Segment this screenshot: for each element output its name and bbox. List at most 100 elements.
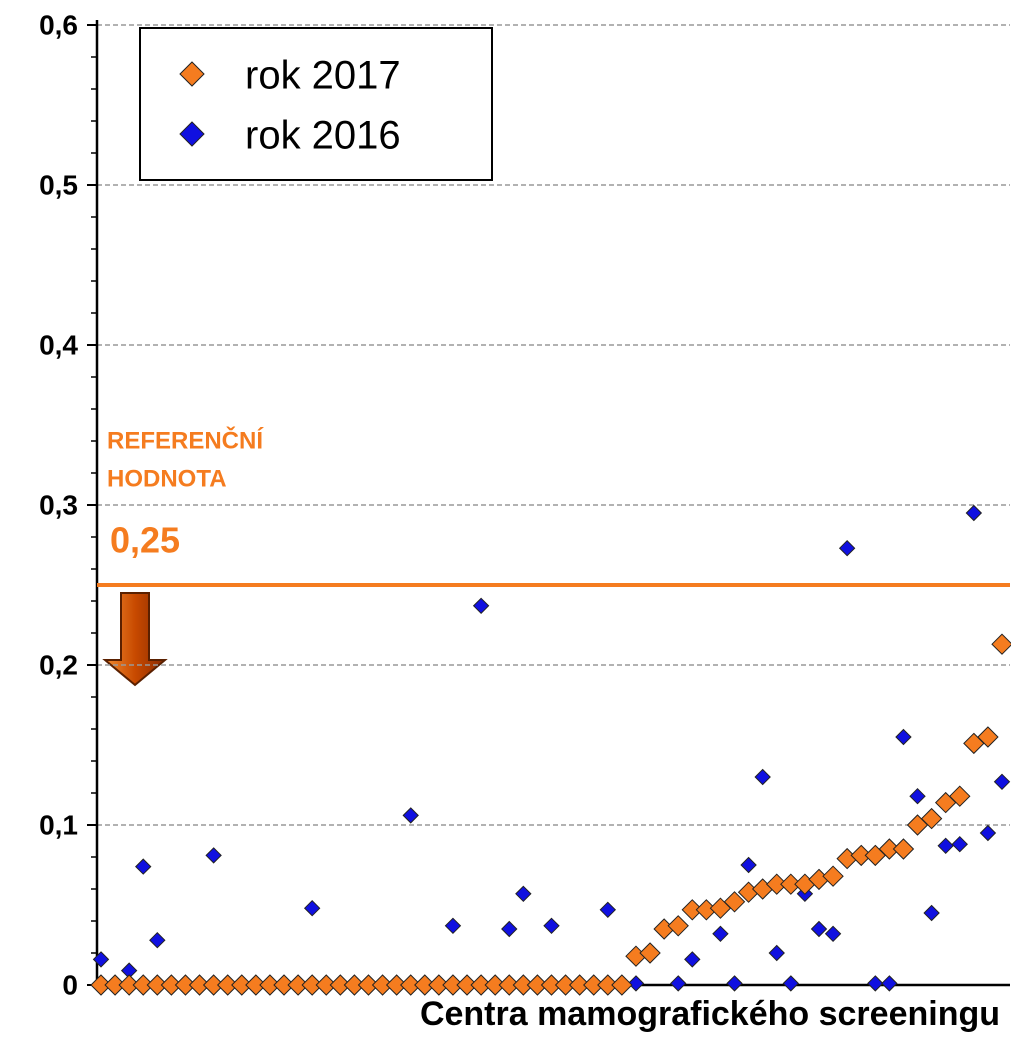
point — [515, 885, 532, 903]
point — [470, 974, 492, 996]
point — [881, 975, 898, 992]
point — [740, 856, 757, 874]
legend-box — [139, 27, 493, 181]
point — [92, 951, 110, 968]
point — [780, 873, 802, 895]
point — [104, 974, 126, 996]
reference-text: HODNOTA — [107, 465, 227, 492]
point — [174, 974, 197, 996]
point — [402, 807, 419, 824]
point — [684, 951, 701, 968]
point — [920, 807, 943, 830]
point — [583, 974, 605, 996]
point — [543, 917, 560, 935]
point — [287, 974, 309, 996]
point — [501, 920, 518, 938]
point — [667, 915, 689, 937]
point — [895, 728, 912, 746]
point — [498, 974, 520, 996]
point — [146, 974, 169, 996]
y-tick-label: 0,4 — [39, 329, 78, 360]
point — [149, 931, 166, 949]
point — [824, 925, 842, 943]
point — [611, 974, 633, 996]
point — [160, 974, 183, 996]
legend-marker — [179, 61, 205, 87]
point — [303, 899, 321, 917]
point — [472, 597, 490, 615]
point — [810, 920, 828, 938]
point — [371, 974, 394, 996]
point — [712, 925, 729, 943]
point — [937, 837, 954, 855]
point — [977, 726, 999, 748]
point — [273, 974, 295, 996]
point — [231, 974, 253, 996]
point — [343, 974, 366, 996]
point — [993, 773, 1011, 791]
point — [639, 942, 661, 964]
y-tick-label: 0 — [62, 969, 78, 1000]
reference-text: REFERENČNÍ — [107, 426, 264, 454]
point — [599, 901, 617, 919]
point — [754, 768, 771, 786]
y-tick-label: 0,5 — [39, 169, 78, 200]
point — [782, 975, 800, 992]
point — [991, 633, 1011, 655]
point — [118, 974, 140, 996]
y-tick-label: 0,3 — [39, 489, 78, 520]
point — [965, 504, 983, 522]
point — [979, 824, 997, 842]
y-tick-label: 0,2 — [39, 649, 78, 680]
point — [132, 974, 154, 996]
point — [951, 835, 968, 853]
point — [301, 974, 323, 996]
legend-marker — [179, 121, 205, 147]
point — [512, 974, 535, 996]
point — [949, 785, 971, 807]
point — [878, 838, 901, 860]
point — [867, 975, 884, 992]
point — [442, 974, 464, 996]
point — [400, 974, 422, 996]
point — [90, 974, 112, 996]
point — [554, 974, 577, 996]
point — [135, 858, 152, 875]
point — [202, 974, 225, 996]
point — [768, 944, 785, 962]
point — [568, 974, 591, 996]
legend-label: rok 2017 — [245, 54, 401, 98]
point — [329, 974, 352, 996]
point — [597, 974, 619, 996]
legend: rok 2017 rok 2016 — [139, 27, 493, 181]
reference-label: 0,25 — [110, 520, 180, 561]
point — [838, 539, 856, 557]
point — [723, 891, 746, 913]
point — [245, 974, 267, 996]
point — [850, 844, 872, 867]
x-axis-label: Centra mamografického screeningu — [420, 995, 1000, 1033]
point — [428, 974, 450, 996]
point — [357, 974, 380, 996]
y-tick-label: 0,6 — [39, 9, 78, 40]
point — [627, 975, 645, 992]
point — [822, 865, 844, 887]
point — [259, 974, 281, 996]
y-tick-label: 0,1 — [39, 809, 78, 840]
point — [456, 974, 478, 996]
point — [669, 975, 687, 992]
point — [681, 899, 703, 921]
point — [766, 873, 788, 895]
point — [726, 975, 743, 992]
point — [216, 974, 239, 996]
point — [444, 917, 462, 935]
point — [205, 847, 222, 864]
point — [892, 838, 915, 860]
point — [414, 974, 436, 996]
point — [526, 974, 549, 996]
point — [385, 974, 408, 996]
reference-arrow — [102, 592, 168, 687]
point — [923, 904, 940, 922]
